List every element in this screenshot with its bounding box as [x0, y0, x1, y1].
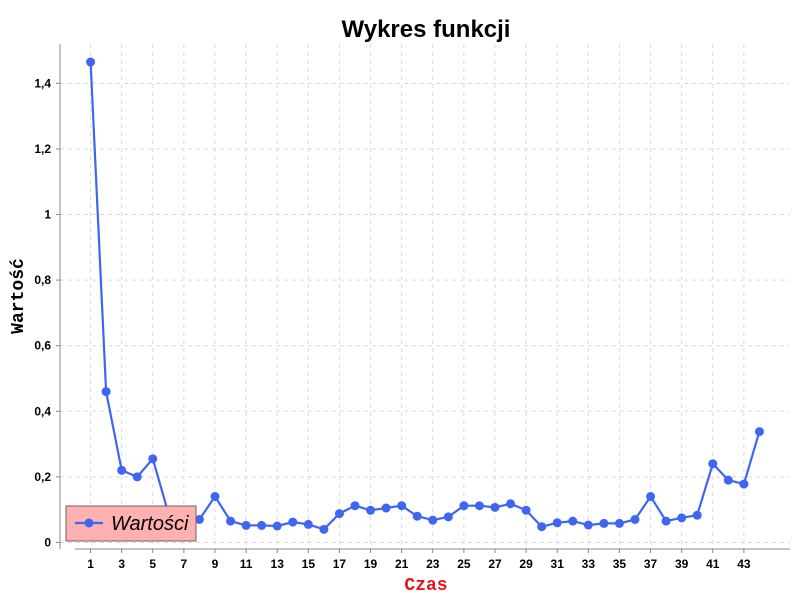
data-point — [428, 515, 438, 525]
y-tick-label: 1,4 — [34, 76, 51, 90]
data-point — [583, 520, 593, 530]
x-tick-label: 23 — [426, 557, 440, 571]
x-tick-label: 31 — [551, 557, 565, 571]
data-point — [474, 501, 484, 511]
data-point — [677, 513, 687, 523]
data-point — [117, 465, 127, 475]
data-point — [412, 511, 422, 521]
data-point — [739, 479, 749, 489]
x-tick-label: 17 — [333, 557, 347, 571]
x-tick-label: 19 — [364, 557, 378, 571]
y-tick-label: 0,4 — [34, 404, 51, 418]
x-tick-label: 11 — [240, 557, 253, 571]
data-point — [132, 472, 142, 482]
series-line-wartosci — [89, 61, 761, 531]
x-tick-label: 15 — [302, 557, 316, 571]
y-axis-label: Wartość — [9, 258, 29, 334]
data-point — [148, 454, 158, 464]
legend: Wartości — [65, 505, 197, 542]
data-point — [226, 516, 236, 526]
data-point — [723, 475, 733, 485]
x-tick-label: 35 — [613, 557, 627, 571]
data-point — [490, 502, 500, 512]
data-point — [303, 519, 313, 529]
x-axis-ticks: 1 3 5 7 9 11 13 15 17 19 21 23 25 27 29 31 33 35 37 39 41 43 — [87, 549, 751, 571]
series-points — [86, 57, 764, 534]
data-point — [397, 501, 407, 511]
data-point — [521, 505, 531, 515]
data-point — [614, 518, 624, 528]
data-point — [241, 520, 251, 530]
data-point — [288, 517, 298, 527]
x-tick-label: 27 — [488, 557, 502, 571]
data-point — [101, 387, 111, 397]
data-point — [210, 492, 220, 502]
y-axis-ticks: 0 0,2 0,4 0,6 0,8 1 1,2 1,4 — [34, 76, 60, 549]
x-tick-label: 25 — [457, 557, 471, 571]
y-tick-label: 0,2 — [34, 470, 51, 484]
x-tick-label: 13 — [271, 557, 285, 571]
data-point — [537, 522, 547, 532]
data-point — [334, 509, 344, 519]
x-tick-label: 39 — [675, 557, 689, 571]
y-tick-label: 0,6 — [34, 339, 51, 353]
y-tick-label: 0 — [44, 535, 51, 549]
legend-marker-symbol — [84, 518, 94, 528]
data-point — [459, 501, 469, 511]
data-point — [366, 505, 376, 515]
x-axis-label: Czas — [404, 576, 447, 596]
data-point — [257, 520, 267, 530]
data-point — [552, 518, 562, 528]
data-point — [599, 518, 609, 528]
grid-lines — [60, 44, 790, 549]
data-point — [194, 514, 204, 524]
chart-title: Wykres funkcji — [342, 16, 511, 43]
x-tick-label: 9 — [212, 557, 219, 571]
data-point — [506, 499, 516, 509]
data-point — [630, 514, 640, 524]
x-tick-label: 29 — [519, 557, 533, 571]
x-tick-label: 21 — [395, 557, 409, 571]
data-point — [692, 510, 702, 520]
x-tick-label: 7 — [181, 557, 188, 571]
x-tick-label: 1 — [87, 557, 94, 571]
y-tick-label: 1,2 — [34, 142, 51, 156]
x-tick-label: 37 — [644, 557, 658, 571]
data-point — [661, 516, 671, 526]
legend-label: Wartości — [111, 513, 189, 535]
x-tick-label: 41 — [706, 557, 720, 571]
data-point — [443, 512, 453, 522]
data-point — [708, 459, 718, 469]
data-point — [350, 501, 360, 511]
data-point — [646, 492, 656, 502]
data-point — [381, 503, 391, 513]
y-tick-label: 1 — [44, 208, 51, 222]
data-point — [86, 57, 96, 67]
x-tick-label: 33 — [582, 557, 596, 571]
x-tick-label: 43 — [737, 557, 751, 571]
y-tick-label: 0,8 — [34, 273, 51, 287]
data-point — [568, 516, 578, 526]
data-point — [319, 524, 329, 534]
data-point — [272, 521, 282, 531]
data-point — [754, 427, 764, 437]
x-tick-label: 5 — [149, 557, 156, 571]
x-tick-label: 3 — [118, 557, 125, 571]
